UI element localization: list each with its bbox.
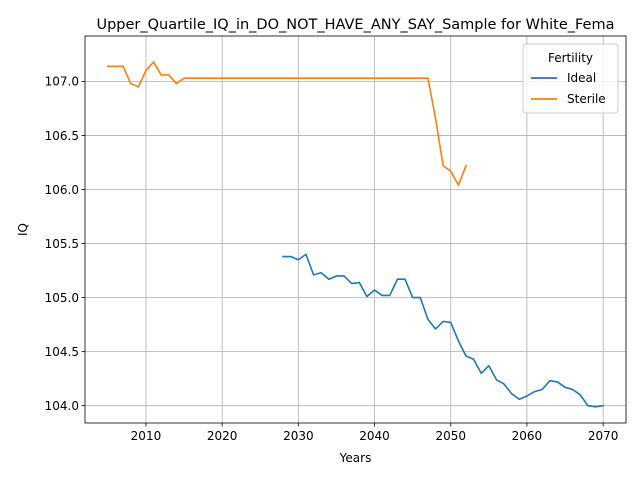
y-tick-label: 104.0 <box>45 399 79 413</box>
y-axis-label: IQ <box>16 223 30 236</box>
y-tick-label: 104.5 <box>45 345 79 359</box>
legend-label-sterile: Sterile <box>567 92 606 106</box>
x-tick-label: 2020 <box>207 429 238 443</box>
legend-label-ideal: Ideal <box>567 71 596 85</box>
x-tick-label: 2030 <box>283 429 314 443</box>
y-tick-label: 106.0 <box>45 183 79 197</box>
legend: Fertility Ideal Sterile <box>523 44 618 113</box>
x-tick-label: 2070 <box>588 429 619 443</box>
y-tick-label: 105.0 <box>45 291 79 305</box>
x-axis-label: Years <box>339 451 372 465</box>
y-tick-label: 105.5 <box>45 237 79 251</box>
y-tick-label: 107.0 <box>45 75 79 89</box>
y-tick-label: 106.5 <box>45 129 79 143</box>
x-tick-label: 2010 <box>131 429 162 443</box>
x-tick-label: 2050 <box>435 429 466 443</box>
chart-title: Upper_Quartile_IQ_in_DO_NOT_HAVE_ANY_SAY… <box>96 17 614 33</box>
x-tick-label: 2040 <box>359 429 390 443</box>
legend-title: Fertility <box>548 51 593 65</box>
x-tick-label: 2060 <box>512 429 543 443</box>
